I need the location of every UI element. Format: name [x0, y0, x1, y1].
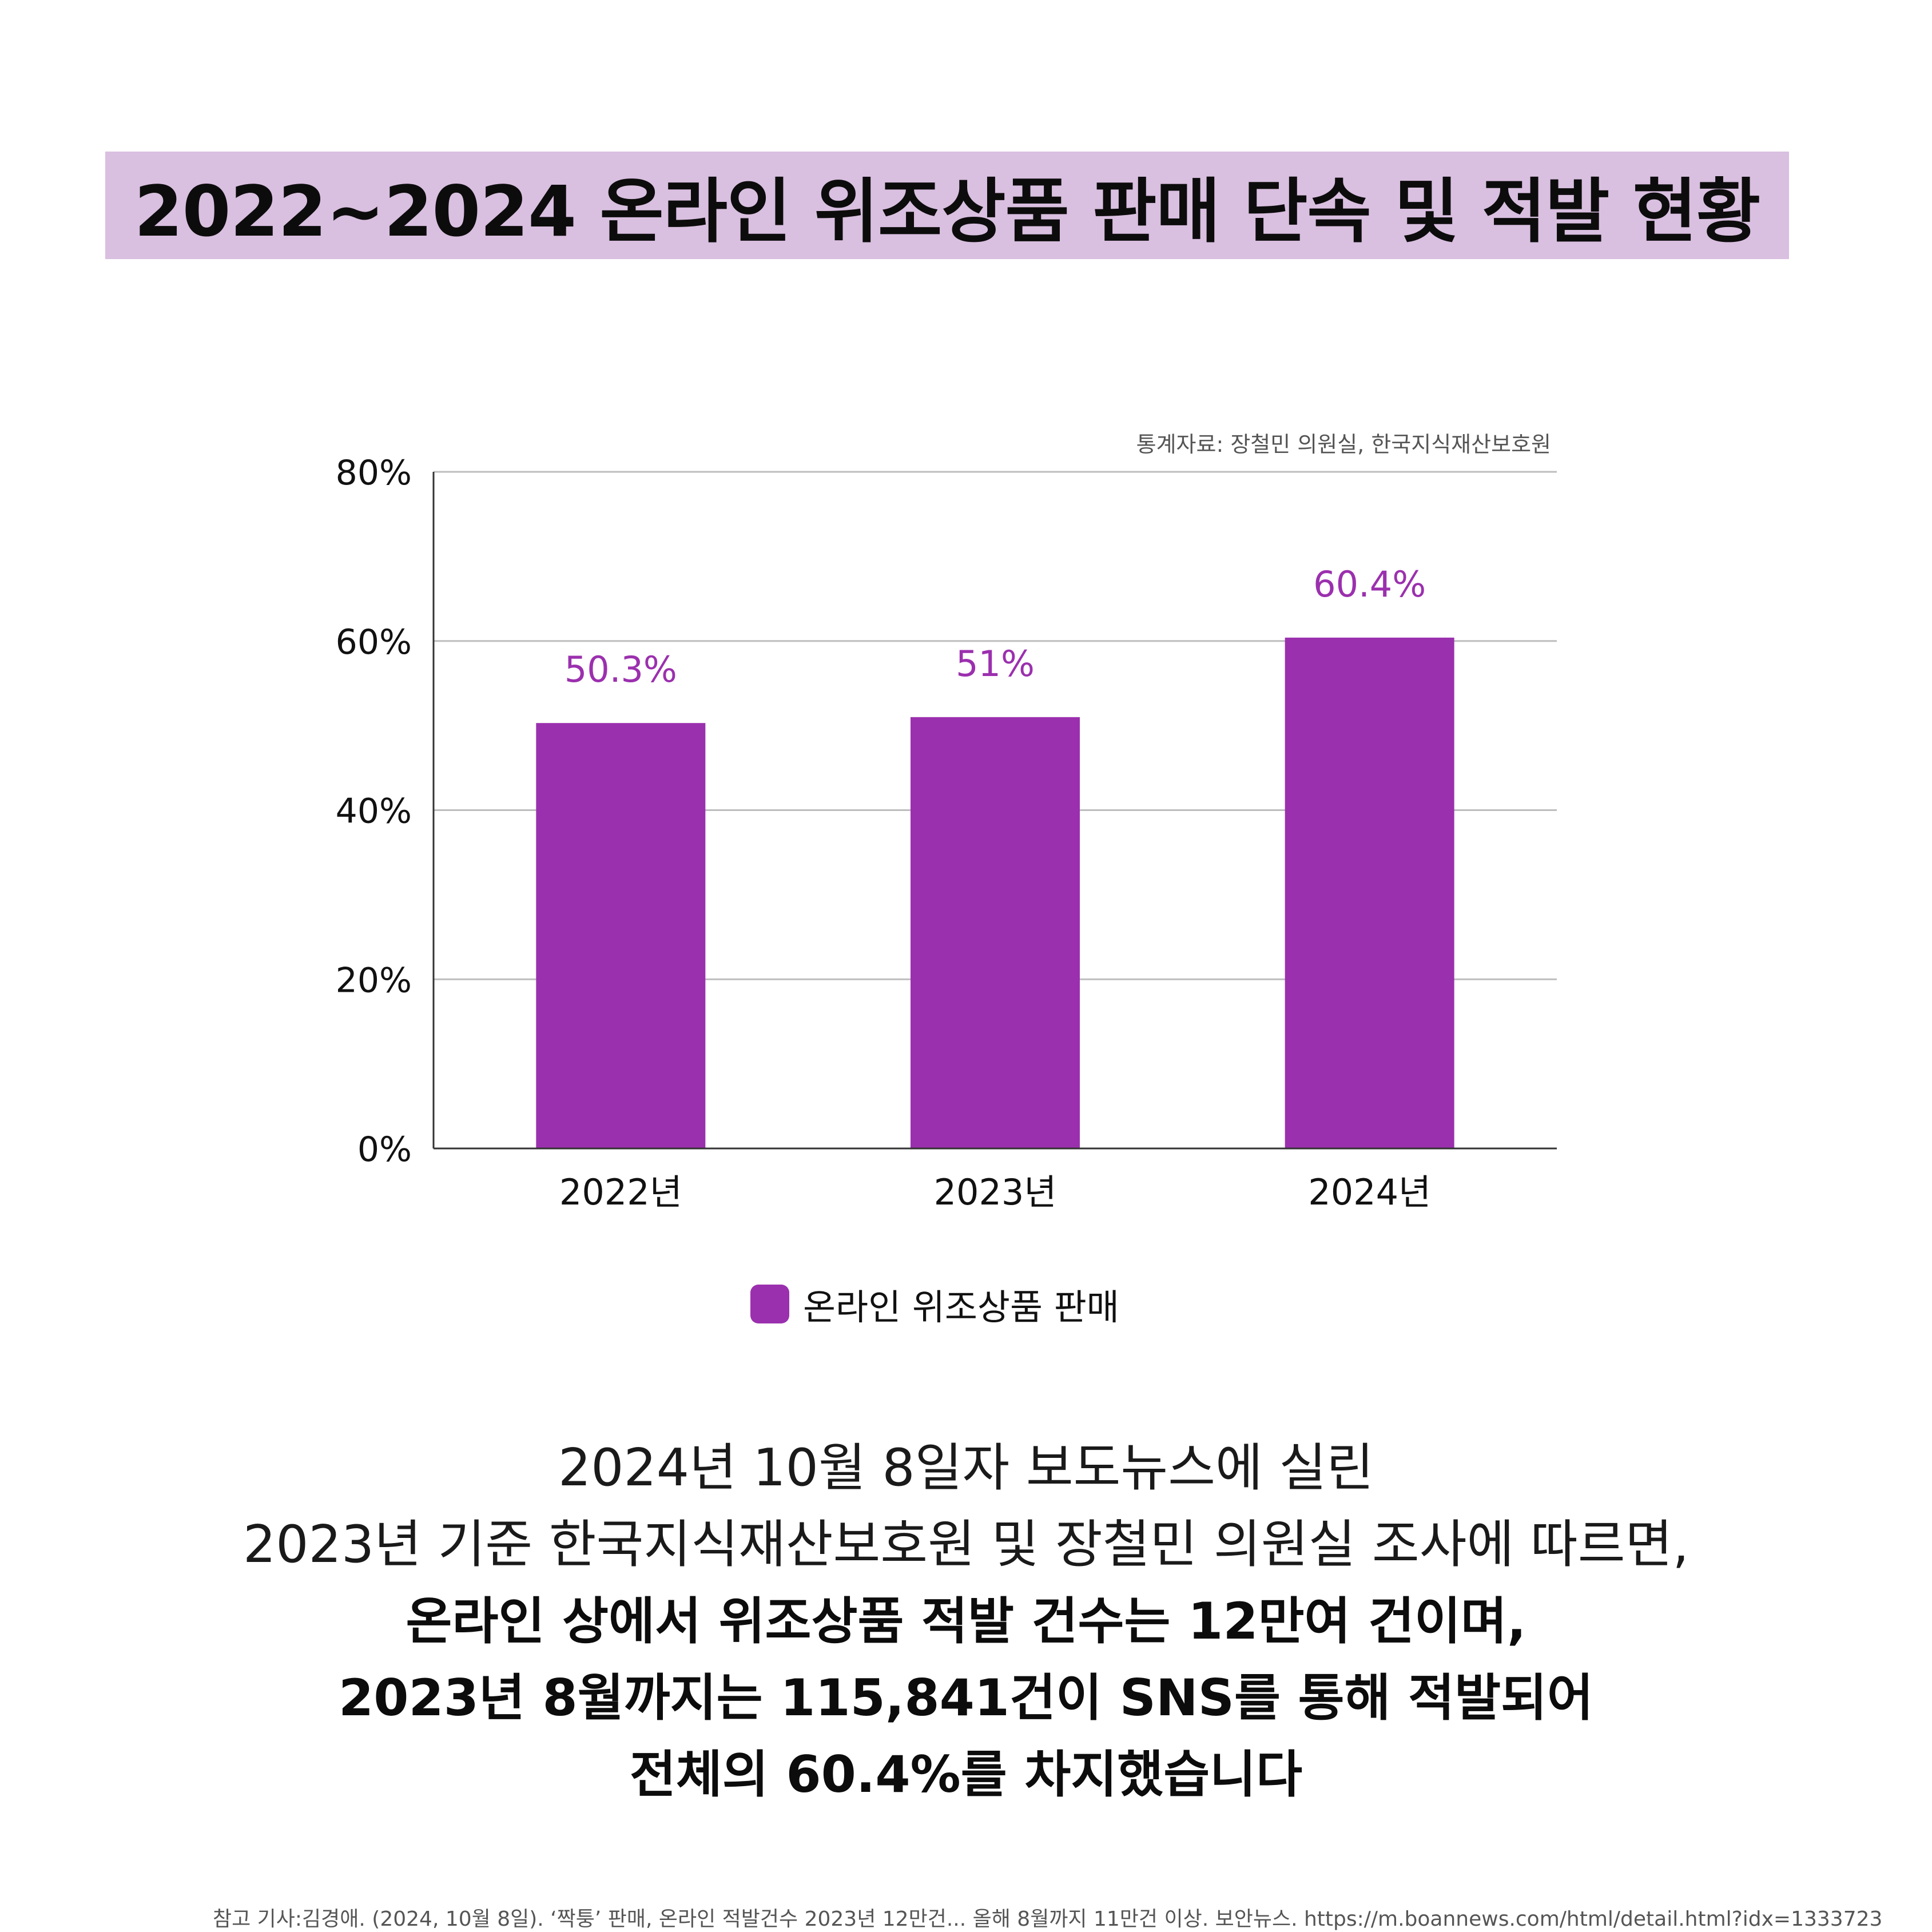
- description-block: 2024년 10월 8일자 보도뉴스에 실린 2023년 기준 한국지식재산보호…: [0, 1430, 1932, 1813]
- x-tick-label: 2023년: [934, 1171, 1057, 1213]
- description-line: 2023년 기준 한국지식재산보호원 및 장철민 의원실 조사에 따르면,: [243, 1514, 1689, 1575]
- y-tick-label: 0%: [357, 1130, 412, 1170]
- y-tick-label: 60%: [336, 622, 412, 662]
- axes: [432, 472, 1557, 1150]
- description-line: 2024년 10월 8일자 보도뉴스에 실린: [558, 1438, 1374, 1498]
- description-line-bold: 2023년 8월까지는 115,841건이 SNS를 통해 적발되어: [339, 1668, 1593, 1727]
- data-label: 50.3%: [565, 649, 677, 690]
- reference-citation: 참고 기사:김경애. (2024, 10월 8일). ‘짝퉁’ 판매, 온라인 …: [213, 1907, 1883, 1931]
- y-tick-label: 80%: [336, 453, 412, 493]
- title-banner: 2022~2024 온라인 위조상품 판매 단속 및 적발 현황: [105, 152, 1789, 259]
- y-tick-label: 40%: [336, 792, 412, 832]
- data-label: 51%: [956, 643, 1035, 685]
- bar-chart: 0% 20% 40% 60% 80% 50.3% 2022년 51% 2023년 60.4% 202…: [336, 432, 1557, 1213]
- bar: [1285, 637, 1454, 1148]
- bar: [911, 717, 1080, 1148]
- bars: [536, 637, 1454, 1148]
- chart-source-note: 통계자료: 장철민 의원실, 한국지식재산보호원: [1136, 432, 1551, 457]
- data-label: 60.4%: [1313, 563, 1426, 605]
- x-tick-label: 2024년: [1308, 1171, 1431, 1213]
- description-line-bold: 전체의 60.4%를 차지했습니다: [629, 1745, 1303, 1804]
- y-tick-label: 20%: [336, 960, 412, 1000]
- chart-legend: 온라인 위조상품 판매: [750, 1278, 1119, 1330]
- legend-swatch: [750, 1285, 789, 1323]
- page-title: 2022~2024 온라인 위조상품 판매 단속 및 적발 현황: [134, 170, 1760, 252]
- legend-label: 온라인 위조상품 판매: [803, 1286, 1119, 1328]
- description-line-bold: 온라인 상에서 위조상품 적발 건수는 12만여 건이며,: [406, 1592, 1526, 1651]
- x-tick-label: 2022년: [559, 1171, 682, 1213]
- labels: 0% 20% 40% 60% 80% 50.3% 2022년 51% 2023년 60.4% 202…: [336, 453, 1431, 1213]
- bar: [536, 723, 706, 1148]
